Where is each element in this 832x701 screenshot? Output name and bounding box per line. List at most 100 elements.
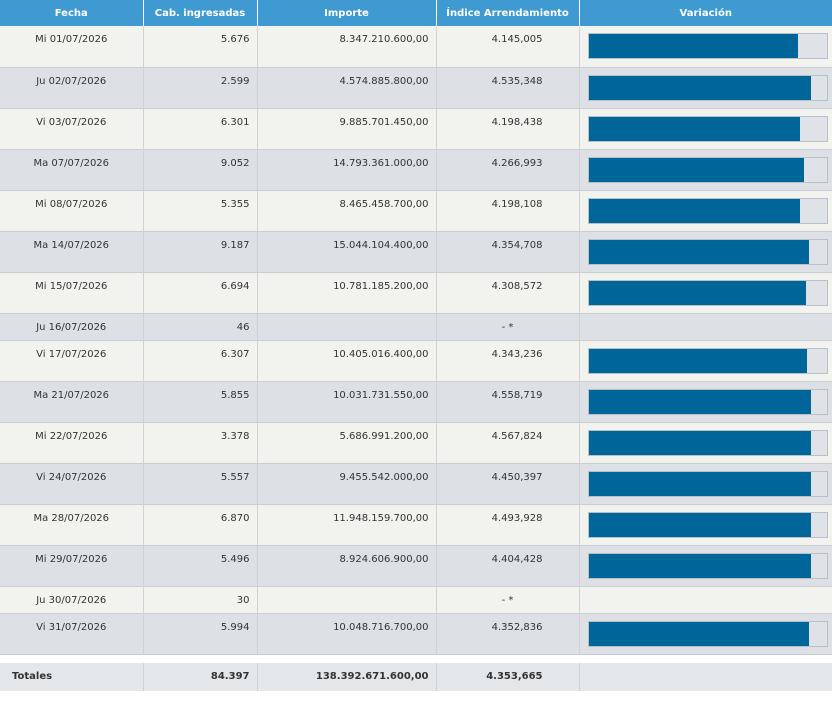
cell-indice: 4.198,438 — [436, 108, 580, 150]
cell-importe: 8.465.458.700,00 — [257, 190, 437, 232]
header-importe[interactable]: Importe — [257, 0, 437, 26]
cell-variacion — [579, 586, 832, 614]
variacion-bar — [587, 33, 828, 60]
table-row: Vi 24/07/2026 5.557 9.455.542.000,00 4.450,… — [0, 463, 832, 505]
totals-spacer — [0, 654, 832, 663]
table-row: Mi 29/07/2026 5.496 8.924.606.900,00 4.404,… — [0, 545, 832, 587]
variacion-bar — [587, 279, 828, 306]
cell-cab-ingresadas: 6.870 — [143, 504, 258, 546]
header-indice-arrendamiento[interactable]: Índice Arrendamiento — [436, 0, 580, 26]
table-row: Vi 03/07/2026 6.301 9.885.701.450,00 4.198,… — [0, 108, 832, 150]
cell-importe: 4.574.885.800,00 — [257, 67, 437, 109]
cell-fecha: Mi 22/07/2026 — [0, 422, 144, 464]
cell-indice: 4.266,993 — [436, 149, 580, 191]
cell-variacion — [579, 67, 832, 109]
variacion-bar-fill — [588, 430, 812, 455]
cell-indice: 4.352,836 — [436, 613, 580, 655]
cell-indice: 4.535,348 — [436, 67, 580, 109]
table-row: Mi 15/07/2026 6.694 10.781.185.200,00 4.308… — [0, 272, 832, 314]
variacion-bar-fill — [588, 621, 809, 646]
variacion-bar — [587, 552, 828, 579]
variacion-bar — [587, 429, 828, 456]
cell-variacion — [579, 463, 832, 505]
table-row: Ma 07/07/2026 9.052 14.793.361.000,00 4.266… — [0, 149, 832, 191]
cell-cab-ingresadas: 46 — [143, 313, 258, 341]
cell-importe: 10.405.016.400,00 — [257, 340, 437, 382]
variacion-bar-fill — [588, 512, 812, 537]
cell-indice: - * — [436, 313, 580, 341]
cell-cab-ingresadas: 9.187 — [143, 231, 258, 273]
table-row: Mi 22/07/2026 3.378 5.686.991.200,00 4.567,… — [0, 422, 832, 464]
cell-cab-ingresadas: 6.307 — [143, 340, 258, 382]
variacion-bar-fill — [588, 348, 808, 373]
variacion-bar — [587, 388, 828, 415]
variacion-bar — [587, 511, 828, 538]
cell-importe: 14.793.361.000,00 — [257, 149, 437, 191]
header-fecha[interactable]: Fecha — [0, 0, 144, 26]
variacion-bar — [587, 156, 828, 183]
variacion-bar-fill — [588, 157, 804, 182]
cell-variacion — [579, 422, 832, 464]
totals-row: Totales 84.397 138.392.671.600,00 4.353,665 — [0, 662, 832, 691]
header-variacion[interactable]: Variación — [579, 0, 832, 26]
header-cab-ingresadas[interactable]: Cab. ingresadas — [143, 0, 258, 26]
cell-fecha: Ma 14/07/2026 — [0, 231, 144, 273]
table-row: Ma 14/07/2026 9.187 15.044.104.400,00 4.354… — [0, 231, 832, 273]
cell-variacion — [579, 149, 832, 191]
cell-fecha: Vi 17/07/2026 — [0, 340, 144, 382]
variacion-bar-fill — [588, 198, 801, 223]
variacion-bar-fill — [588, 239, 809, 264]
cell-variacion — [579, 613, 832, 655]
cell-importe: 8.347.210.600,00 — [257, 26, 437, 68]
cell-fecha: Vi 31/07/2026 — [0, 613, 144, 655]
totals-variacion — [579, 662, 832, 691]
cell-variacion — [579, 313, 832, 341]
variacion-bar — [587, 197, 828, 224]
cell-cab-ingresadas: 5.496 — [143, 545, 258, 587]
totals-importe: 138.392.671.600,00 — [257, 662, 437, 691]
cell-variacion — [579, 504, 832, 546]
cell-cab-ingresadas: 2.599 — [143, 67, 258, 109]
cell-indice: 4.450,397 — [436, 463, 580, 505]
cell-variacion — [579, 340, 832, 382]
cell-fecha: Mi 29/07/2026 — [0, 545, 144, 587]
cell-cab-ingresadas: 6.694 — [143, 272, 258, 314]
cell-indice: 4.343,236 — [436, 340, 580, 382]
variacion-bar — [587, 470, 828, 497]
cell-variacion — [579, 26, 832, 68]
cell-indice: 4.308,572 — [436, 272, 580, 314]
cell-importe: 5.686.991.200,00 — [257, 422, 437, 464]
cell-fecha: Mi 08/07/2026 — [0, 190, 144, 232]
variacion-bar — [587, 115, 828, 142]
table-row: Vi 31/07/2026 5.994 10.048.716.700,00 4.352… — [0, 613, 832, 655]
cell-cab-ingresadas: 30 — [143, 586, 258, 614]
cell-fecha: Mi 01/07/2026 — [0, 26, 144, 68]
variacion-bar-fill — [588, 34, 798, 59]
cell-cab-ingresadas: 5.676 — [143, 26, 258, 68]
cell-fecha: Ma 28/07/2026 — [0, 504, 144, 546]
cell-cab-ingresadas: 9.052 — [143, 149, 258, 191]
cell-fecha: Ju 16/07/2026 — [0, 313, 144, 341]
cell-cab-ingresadas: 5.355 — [143, 190, 258, 232]
variacion-bar-fill — [588, 389, 812, 414]
variacion-bar-fill — [588, 471, 812, 496]
cell-indice: 4.354,708 — [436, 231, 580, 273]
cell-cab-ingresadas: 5.855 — [143, 381, 258, 423]
cell-indice: 4.558,719 — [436, 381, 580, 423]
cell-fecha: Ju 30/07/2026 — [0, 586, 144, 614]
cell-fecha: Mi 15/07/2026 — [0, 272, 144, 314]
cell-importe: 15.044.104.400,00 — [257, 231, 437, 273]
cell-cab-ingresadas: 6.301 — [143, 108, 258, 150]
cell-importe: 9.455.542.000,00 — [257, 463, 437, 505]
variacion-bar-fill — [588, 280, 807, 305]
cell-fecha: Ju 02/07/2026 — [0, 67, 144, 109]
header-row: Fecha Cab. ingresadas Importe Índice Arr… — [0, 0, 832, 26]
spacer-cell — [0, 654, 832, 663]
totals-label: Totales — [0, 662, 144, 691]
cell-indice: 4.567,824 — [436, 422, 580, 464]
cell-variacion — [579, 108, 832, 150]
cell-importe: 10.031.731.550,00 — [257, 381, 437, 423]
cell-fecha: Vi 03/07/2026 — [0, 108, 144, 150]
table-row: Ma 21/07/2026 5.855 10.031.731.550,00 4.558… — [0, 381, 832, 423]
